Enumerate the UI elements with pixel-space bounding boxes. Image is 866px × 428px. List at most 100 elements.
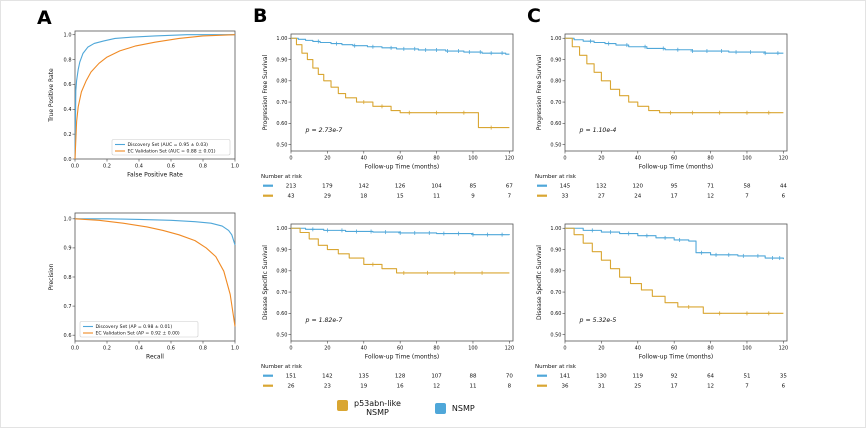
svg-text:0.6: 0.6: [64, 333, 72, 339]
svg-text:0.50: 0.50: [276, 332, 287, 338]
svg-text:Progression Free Survival: Progression Free Survival: [262, 54, 269, 130]
svg-text:0.4: 0.4: [135, 346, 143, 352]
svg-text:40: 40: [361, 346, 367, 352]
svg-text:Precision: Precision: [48, 263, 55, 290]
km-disease-specific-survival-b-svg: 0 20 40 60 80 100 120 0.50 0.60 0.70 0.80 0.90 1.00 F…: [261, 223, 514, 390]
svg-text:0.6: 0.6: [167, 346, 175, 352]
svg-text:60: 60: [397, 346, 403, 352]
svg-text:100: 100: [468, 156, 478, 162]
svg-text:Follow-up Time (months): Follow-up Time (months): [639, 164, 713, 171]
svg-text:0.9: 0.9: [64, 246, 72, 252]
svg-text:0.0: 0.0: [71, 346, 79, 352]
svg-text:0.80: 0.80: [276, 269, 287, 275]
svg-text:126: 126: [395, 184, 406, 190]
svg-text:18: 18: [360, 194, 367, 200]
svg-text:0.8: 0.8: [64, 275, 72, 281]
svg-text:Progression Free Survival: Progression Free Survival: [536, 54, 543, 130]
svg-text:120: 120: [779, 346, 789, 352]
svg-text:70: 70: [506, 374, 513, 380]
svg-text:60: 60: [671, 156, 677, 162]
svg-text:19: 19: [360, 384, 367, 390]
svg-text:1.00: 1.00: [276, 36, 287, 42]
svg-text:23: 23: [324, 384, 331, 390]
svg-text:0: 0: [289, 156, 292, 162]
legend-label-line2: NSMP: [366, 408, 389, 417]
svg-text:80: 80: [433, 156, 439, 162]
svg-text:1.0: 1.0: [231, 346, 239, 352]
precision-recall-svg: 0.0 0.2 0.4 0.6 0.8 1.0 0.6 0.7 0.8 0.9 1.0 Recall P…: [48, 212, 239, 361]
svg-text:44: 44: [780, 184, 787, 190]
svg-text:142: 142: [359, 184, 370, 190]
svg-text:0.90: 0.90: [550, 57, 561, 63]
panel-c-label: C: [527, 5, 541, 27]
svg-text:141: 141: [560, 374, 571, 380]
svg-text:6: 6: [782, 384, 786, 390]
svg-text:0.2: 0.2: [103, 164, 111, 170]
svg-text:104: 104: [431, 184, 442, 190]
svg-text:0.4: 0.4: [135, 164, 143, 170]
svg-text:120: 120: [505, 156, 515, 162]
svg-text:0.70: 0.70: [550, 290, 561, 296]
km-disease-specific-survival-c-chart: 0 20 40 60 80 100 120 0.50 0.60 0.70 0.80 0.90 1.00 F…: [533, 219, 797, 403]
km-disease-specific-survival-b-chart: 0 20 40 60 80 100 120 0.50 0.60 0.70 0.80 0.90 1.00 F…: [259, 219, 523, 403]
svg-text:16: 16: [397, 384, 404, 390]
svg-text:0: 0: [289, 346, 292, 352]
svg-text:0.8: 0.8: [199, 164, 207, 170]
svg-text:0.50: 0.50: [276, 142, 287, 148]
svg-text:58: 58: [743, 184, 750, 190]
svg-text:130: 130: [596, 374, 607, 380]
svg-text:Number at risk: Number at risk: [535, 174, 577, 180]
svg-text:17: 17: [671, 384, 678, 390]
svg-text:0.50: 0.50: [550, 142, 561, 148]
svg-text:95: 95: [671, 184, 678, 190]
legend-label-line1: p53abn-like: [354, 399, 401, 408]
svg-text:1.00: 1.00: [276, 226, 287, 232]
svg-text:80: 80: [707, 346, 713, 352]
svg-text:0.2: 0.2: [64, 132, 72, 138]
svg-text:0.90: 0.90: [276, 247, 287, 253]
svg-text:0.4: 0.4: [64, 107, 72, 113]
svg-text:0: 0: [563, 346, 566, 352]
svg-text:24: 24: [634, 194, 641, 200]
svg-text:119: 119: [633, 374, 644, 380]
svg-text:43: 43: [288, 194, 295, 200]
svg-text:12: 12: [707, 194, 714, 200]
km-progression-free-survival-c-svg: 0 20 40 60 80 100 120 0.50 0.60 0.70 0.80 0.90 1.00 F…: [535, 33, 788, 200]
svg-text:0.70: 0.70: [550, 100, 561, 106]
svg-text:31: 31: [598, 384, 605, 390]
legend-label-p53abn-like-nsmp: p53abn-like NSMP: [354, 399, 401, 417]
svg-text:Disease Specific Survival: Disease Specific Survival: [536, 245, 543, 320]
svg-text:107: 107: [431, 374, 442, 380]
svg-text:Recall: Recall: [146, 354, 164, 361]
svg-text:0.2: 0.2: [103, 346, 111, 352]
svg-text:64: 64: [707, 374, 714, 380]
svg-text:135: 135: [359, 374, 370, 380]
svg-text:7: 7: [745, 384, 749, 390]
svg-text:12: 12: [433, 384, 440, 390]
svg-text:25: 25: [634, 384, 641, 390]
svg-text:EC Validation Set (AUC = 0.88: EC Validation Set (AUC = 0.88 ± 0.01): [128, 149, 216, 155]
legend-swatch-gold: [337, 400, 348, 411]
roc-curve-svg: 0.0 0.2 0.4 0.6 0.8 1.0 0.0 0.2 0.4 0.6 0.8 1.0 Fals…: [48, 30, 239, 179]
svg-text:20: 20: [598, 346, 604, 352]
svg-text:51: 51: [743, 374, 750, 380]
svg-text:7: 7: [745, 194, 749, 200]
svg-text:0.0: 0.0: [71, 164, 79, 170]
legend-label-nsmp: NSMP: [451, 403, 475, 413]
svg-text:17: 17: [671, 194, 678, 200]
svg-text:85: 85: [469, 184, 476, 190]
svg-text:67: 67: [506, 184, 513, 190]
svg-text:0.70: 0.70: [276, 100, 287, 106]
svg-text:213: 213: [286, 184, 297, 190]
svg-text:0.70: 0.70: [276, 290, 287, 296]
svg-text:p = 1.10e-4: p = 1.10e-4: [579, 127, 617, 134]
svg-text:71: 71: [707, 184, 714, 190]
svg-text:33: 33: [562, 194, 569, 200]
svg-text:0.80: 0.80: [276, 79, 287, 85]
svg-text:0.7: 0.7: [64, 304, 72, 310]
svg-text:40: 40: [361, 156, 367, 162]
precision-recall-chart: 0.0 0.2 0.4 0.6 0.8 1.0 0.6 0.7 0.8 0.9 1.0 Recall P…: [45, 207, 243, 371]
svg-text:128: 128: [395, 374, 406, 380]
svg-text:27: 27: [598, 194, 605, 200]
